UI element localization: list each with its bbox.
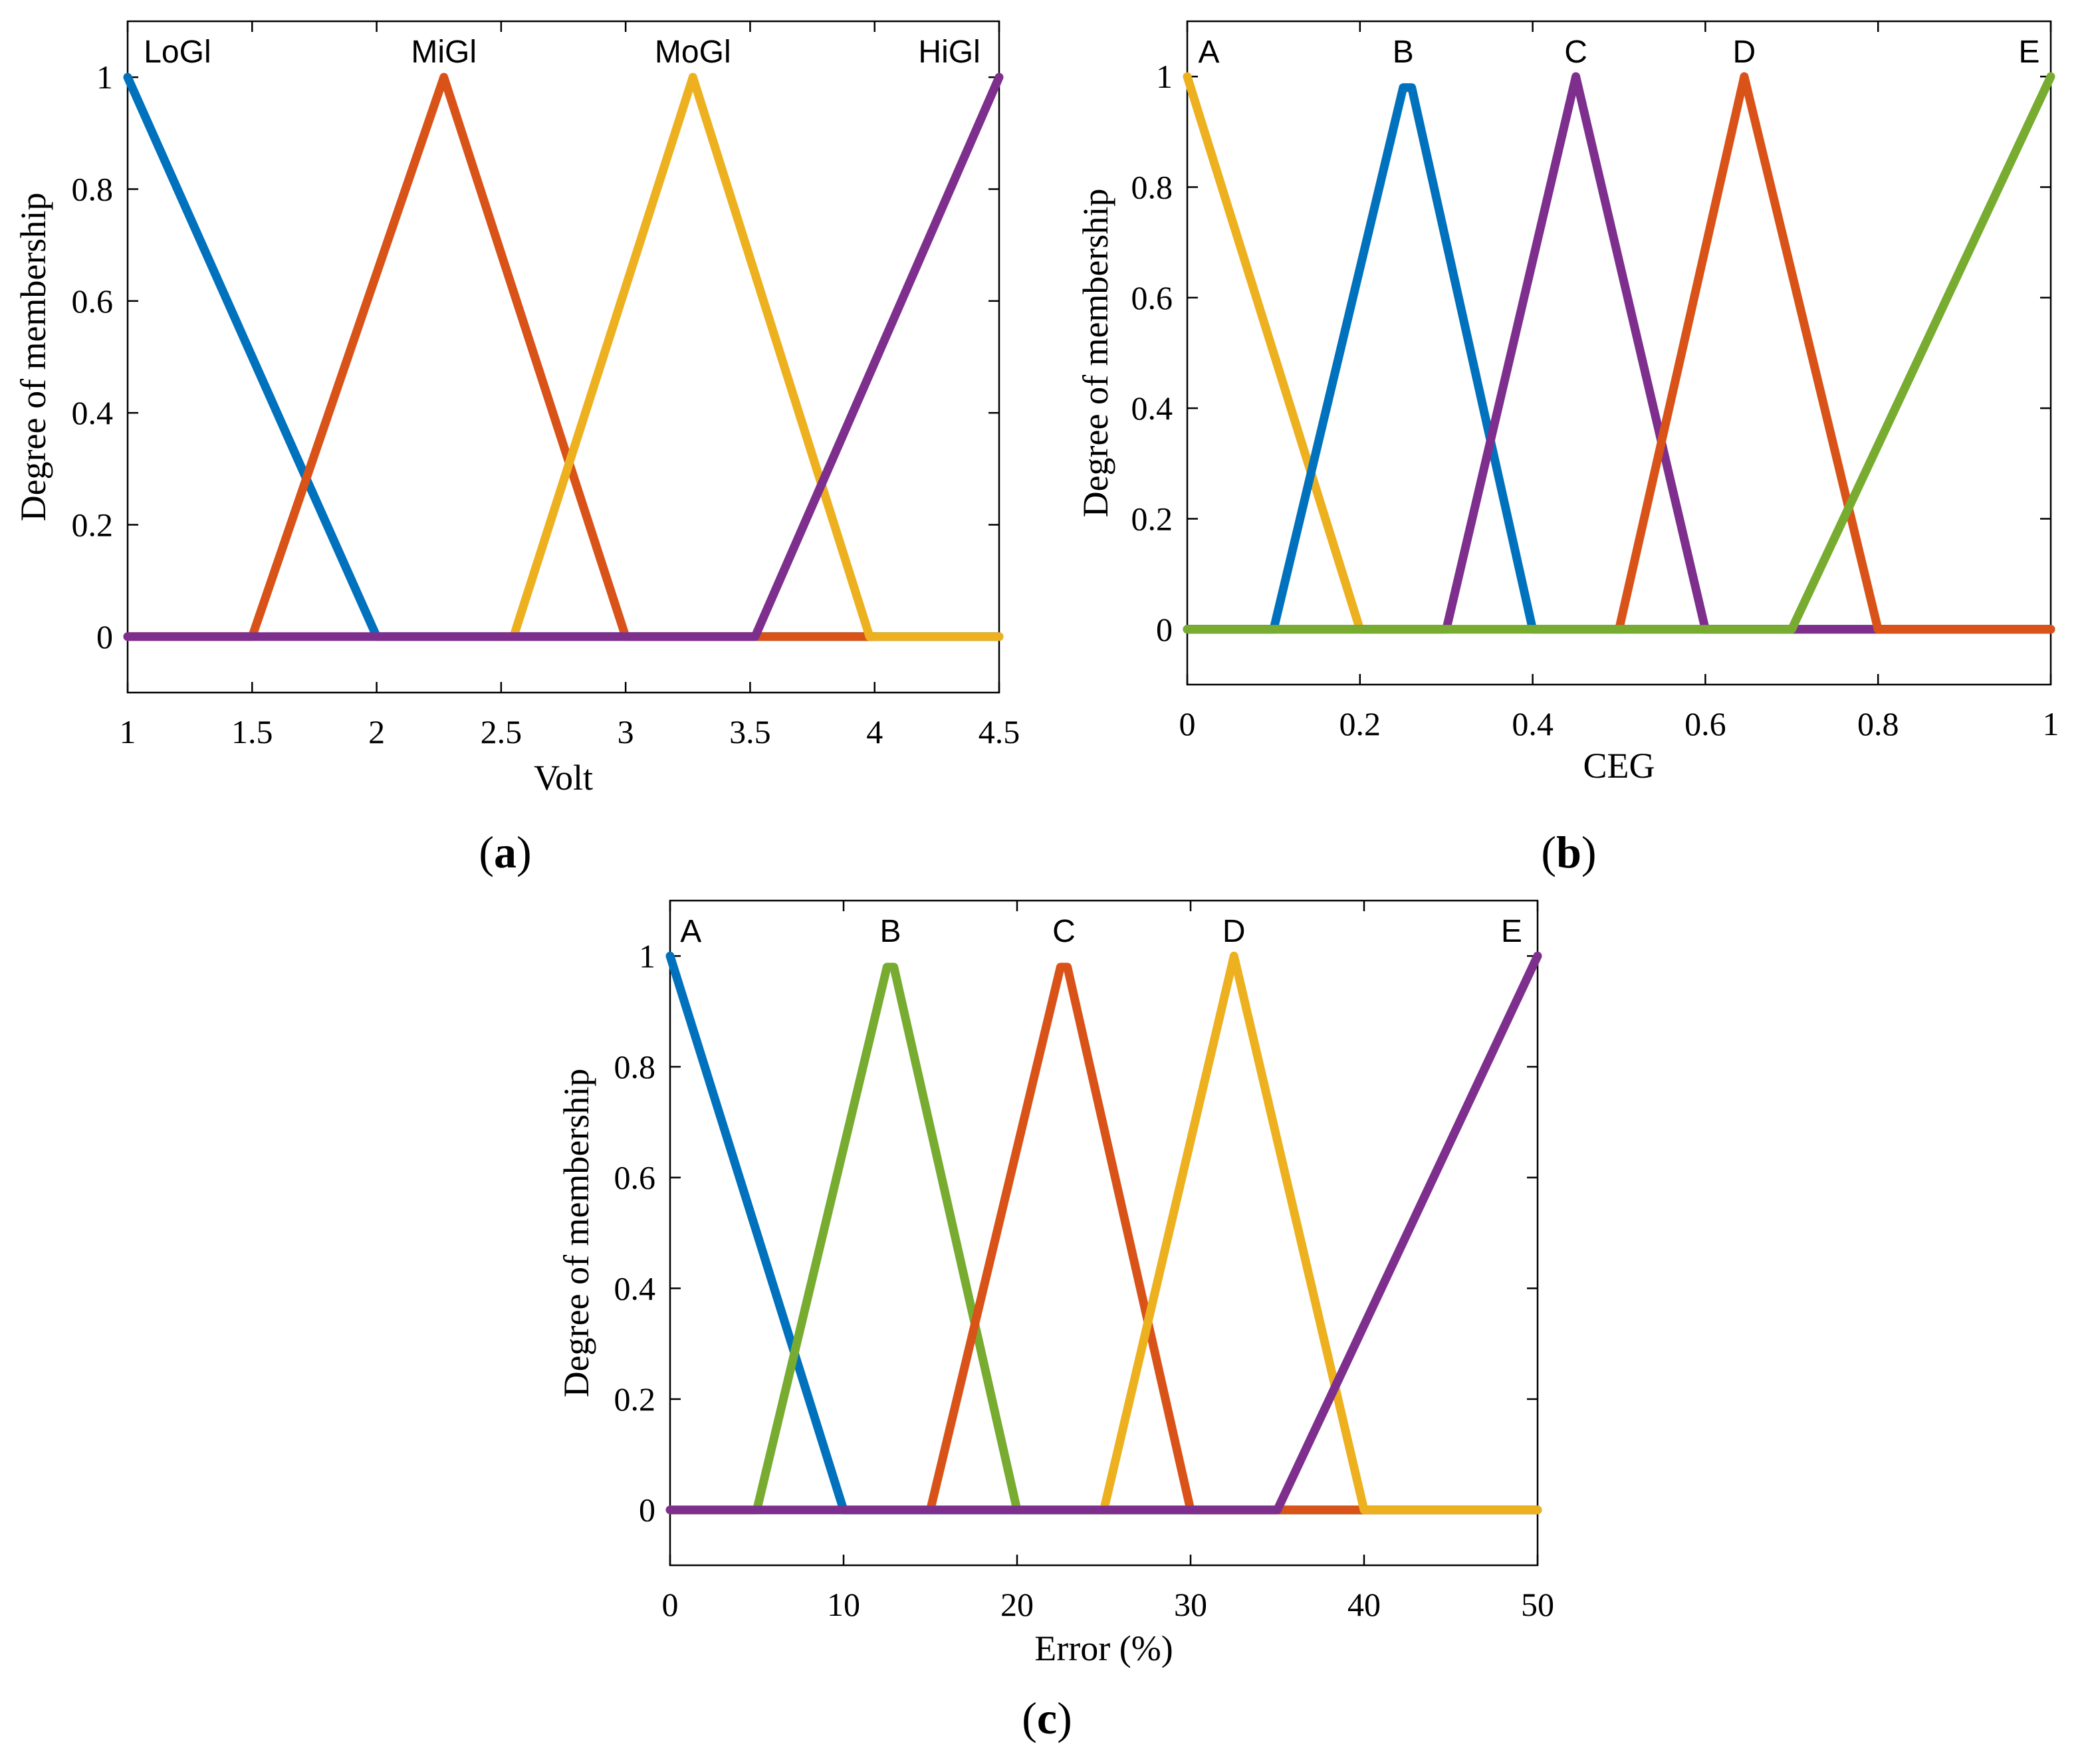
- y-tick-label: 0.6: [1131, 279, 1173, 316]
- y-tick-label: 1: [1156, 58, 1173, 95]
- series-label-mogl: MoGl: [655, 35, 731, 70]
- series-line-c: [926, 962, 1542, 1515]
- series-label-a: A: [1198, 35, 1219, 70]
- x-tick-label: 1.5: [231, 713, 273, 750]
- series-label-d: D: [1733, 35, 1756, 70]
- series-label-e: E: [1501, 914, 1522, 949]
- plot-frame: [126, 20, 1000, 694]
- y-tick-label: 0.4: [72, 394, 114, 431]
- series-line-logl: [123, 72, 1004, 641]
- panel-caption: (b): [1541, 827, 1596, 877]
- y-tick-label: 1: [96, 58, 113, 96]
- x-tick-label: 1: [120, 713, 136, 750]
- y-tick-label: 0.6: [72, 282, 114, 320]
- plot-frame: [669, 899, 1539, 1567]
- series-label-d: D: [1222, 914, 1246, 949]
- y-tick-label: 0.4: [614, 1269, 656, 1307]
- series-line-migl: [123, 72, 879, 641]
- y-tick-label: 0.6: [614, 1159, 656, 1196]
- panel-caption: (c): [1022, 1693, 1072, 1743]
- series-label-e: E: [2019, 35, 2040, 70]
- panel-caption: (a): [479, 827, 531, 877]
- series-line-mogl: [497, 72, 1004, 641]
- y-tick-label: 1: [639, 937, 655, 974]
- x-tick-label: 4: [866, 713, 883, 750]
- chart-panel-c: 0 10 20 30 40 50 0 0.2 0.4 0.6 0.8 1A B C D E Error (%) D…: [556, 899, 1554, 1743]
- x-tick-label: 10: [827, 1586, 860, 1623]
- y-tick-label: 0.8: [1131, 169, 1173, 206]
- x-tick-label: 1: [2043, 705, 2059, 742]
- plot-frame: [1186, 20, 2052, 686]
- x-tick-label: 3: [618, 713, 634, 750]
- y-tick-label: 0.2: [1131, 500, 1173, 538]
- x-tick-label: 40: [1347, 1586, 1381, 1623]
- y-tick-label: 0.8: [614, 1048, 656, 1085]
- y-axis-label: Degree of membership: [1076, 189, 1115, 518]
- series-label-c: C: [1564, 35, 1587, 70]
- series-line-d: [1615, 72, 2055, 634]
- series-label-logl: LoGl: [144, 35, 211, 70]
- x-tick-label: 30: [1174, 1586, 1207, 1623]
- y-tick-label: 0.8: [72, 171, 114, 208]
- series-line-d: [1100, 951, 1542, 1515]
- series-line-e: [665, 951, 1542, 1515]
- x-tick-label: 20: [1000, 1586, 1034, 1623]
- y-axis-label: Degree of membership: [13, 193, 53, 522]
- y-tick-label: 0: [1156, 611, 1173, 648]
- series-label-b: B: [1393, 35, 1414, 70]
- x-tick-label: 0.8: [1857, 705, 1899, 742]
- x-tick-label: 50: [1521, 1586, 1554, 1623]
- series-label-b: B: [879, 914, 901, 949]
- x-tick-label: 2.5: [481, 713, 522, 750]
- y-tick-label: 0.2: [72, 506, 114, 544]
- x-tick-label: 0.6: [1684, 705, 1726, 742]
- x-tick-label: 4.5: [979, 713, 1020, 750]
- y-tick-label: 0.4: [1131, 389, 1173, 427]
- series-line-higl: [123, 72, 1004, 641]
- x-axis-label: Volt: [534, 758, 593, 798]
- series-label-higl: HiGl: [918, 35, 980, 70]
- x-tick-label: 3.5: [729, 713, 771, 750]
- y-tick-label: 0: [96, 618, 113, 655]
- series-line-e: [1183, 72, 2055, 634]
- x-axis-label: Error (%): [1034, 1628, 1173, 1668]
- series-label-migl: MiGl: [411, 35, 477, 70]
- y-tick-label: 0: [639, 1491, 655, 1529]
- x-axis-label: CEG: [1583, 746, 1655, 786]
- series-label-a: A: [680, 914, 701, 949]
- x-tick-label: 0.4: [1512, 705, 1554, 742]
- x-tick-label: 2: [368, 713, 385, 750]
- y-tick-label: 0.2: [614, 1380, 656, 1418]
- chart-panel-a: 1 1.5 2 2.5 3 3.5 4 4.5 0 0.2 0.4 0.6 0.8 1 LoGl MiGl Mo…: [13, 20, 1020, 877]
- x-tick-label: 0: [1179, 705, 1196, 742]
- y-axis-label: Degree of membership: [556, 1069, 596, 1398]
- x-tick-label: 0.2: [1339, 705, 1381, 742]
- series-label-c: C: [1052, 914, 1076, 949]
- chart-panel-b: 0 0.2 0.4 0.6 0.8 100.20.40.60.81A B C D ECEGDegr…: [1076, 20, 2059, 877]
- x-tick-label: 0: [662, 1586, 679, 1623]
